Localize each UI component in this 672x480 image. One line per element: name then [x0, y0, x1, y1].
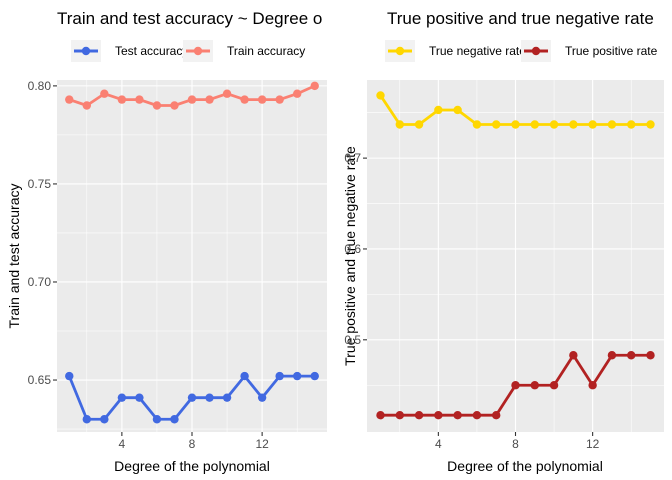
- data-point: [646, 120, 655, 129]
- legend-label: True negative rate: [429, 44, 526, 58]
- data-point: [310, 371, 319, 381]
- data-point: [646, 351, 655, 360]
- data-point: [434, 410, 443, 420]
- legend-key: [521, 40, 551, 62]
- data-point: [607, 351, 617, 360]
- data-point: [607, 120, 617, 129]
- y-tick-label: 0.80: [28, 79, 52, 93]
- data-point: [82, 101, 92, 110]
- y-axis-label: Train and test accuracy: [6, 184, 22, 329]
- data-point: [376, 91, 385, 100]
- data-point: [472, 120, 482, 129]
- x-axis-label: Degree of the polynomial: [447, 458, 603, 474]
- x-tick-label: 12: [255, 437, 269, 451]
- legend-key: [71, 40, 101, 62]
- data-point: [627, 351, 636, 360]
- data-point: [117, 95, 127, 104]
- data-point: [511, 120, 520, 129]
- data-point: [222, 89, 232, 98]
- data-point: [222, 393, 232, 402]
- data-point: [569, 120, 578, 129]
- legend-label: Train accuracy: [227, 44, 305, 58]
- data-point: [627, 120, 636, 129]
- data-point: [100, 89, 109, 98]
- data-point: [492, 120, 501, 129]
- data-point: [588, 381, 597, 390]
- legend-label: True positive rate: [565, 44, 658, 58]
- data-point: [240, 371, 249, 381]
- data-point: [82, 415, 92, 424]
- legend-point: [395, 46, 405, 56]
- legend-point: [193, 46, 203, 56]
- data-point: [187, 95, 197, 104]
- data-point: [240, 95, 249, 104]
- x-tick-label: 12: [586, 437, 600, 451]
- data-point: [395, 410, 404, 420]
- data-point: [100, 415, 109, 424]
- data-point: [549, 120, 559, 129]
- data-point: [530, 381, 539, 390]
- accuracy-chart: Train and test accuracy ~ Degree o Degre…: [6, 9, 327, 474]
- data-point: [569, 351, 578, 360]
- data-point: [135, 95, 144, 104]
- data-point: [65, 371, 74, 381]
- x-axis-label: Degree of the polynomial: [114, 458, 270, 474]
- chart-title: True positive and true negative rate: [387, 9, 654, 28]
- y-tick-label: 0.6: [344, 242, 361, 256]
- data-point: [453, 105, 462, 115]
- y-tick-label: 0.65: [28, 373, 52, 387]
- data-point: [414, 120, 424, 129]
- data-point: [530, 120, 539, 129]
- data-point: [376, 410, 385, 420]
- data-point: [492, 410, 501, 420]
- rates-chart: True positive and true negative rate Deg…: [342, 9, 664, 474]
- x-tick-label: 8: [512, 437, 519, 451]
- legend-point: [81, 46, 91, 56]
- data-point: [117, 393, 127, 402]
- data-point: [395, 120, 404, 129]
- data-point: [152, 415, 162, 424]
- data-point: [310, 81, 319, 91]
- data-point: [549, 381, 559, 390]
- data-point: [453, 410, 462, 420]
- y-tick-label: 0.75: [28, 177, 52, 191]
- data-point: [205, 393, 214, 402]
- data-point: [434, 105, 443, 115]
- y-tick-label: 0.7: [344, 151, 361, 165]
- data-point: [187, 393, 197, 402]
- data-point: [152, 101, 162, 110]
- data-point: [511, 381, 520, 390]
- data-point: [292, 371, 302, 381]
- data-point: [275, 371, 284, 381]
- data-point: [472, 410, 482, 420]
- data-point: [275, 95, 284, 104]
- x-tick-label: 4: [119, 437, 126, 451]
- legend-label: Test accuracy: [115, 44, 188, 58]
- data-point: [65, 95, 74, 104]
- x-tick-label: 4: [435, 437, 442, 451]
- data-point: [170, 101, 179, 110]
- y-tick-label: 0.70: [28, 275, 52, 289]
- x-tick-label: 8: [189, 437, 196, 451]
- legend-point: [531, 46, 541, 56]
- data-point: [135, 393, 144, 402]
- legend-key: [385, 40, 415, 62]
- data-point: [292, 89, 302, 98]
- data-point: [257, 393, 267, 402]
- data-point: [170, 415, 179, 424]
- y-axis-label: True positive and true negative rate: [342, 146, 358, 366]
- legend-key: [183, 40, 213, 62]
- chart-title: Train and test accuracy ~ Degree o: [57, 9, 322, 28]
- y-tick-label: 0.5: [344, 333, 361, 347]
- data-point: [588, 120, 597, 129]
- data-point: [257, 95, 267, 104]
- data-point: [414, 410, 424, 420]
- data-point: [205, 95, 214, 104]
